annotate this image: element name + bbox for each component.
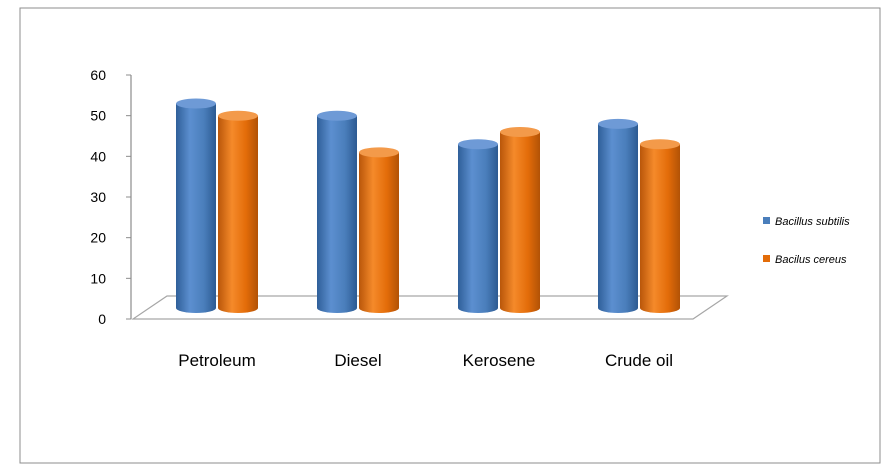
bar-top — [218, 110, 258, 121]
bar-top — [176, 98, 216, 109]
bar-3-0 — [598, 118, 638, 313]
chart-border — [19, 7, 881, 464]
legend-label-1: Bacilus cereus — [775, 254, 847, 266]
bar-body — [458, 144, 498, 313]
bar-body — [359, 152, 399, 313]
legend-swatch-0 — [763, 217, 770, 224]
bar-top — [640, 139, 680, 150]
y-tick-label: 0 — [98, 311, 106, 327]
y-tick-label: 40 — [90, 148, 106, 164]
bar-body — [500, 132, 540, 313]
bar-body — [640, 144, 680, 313]
bar-body — [176, 103, 216, 314]
bar-top — [458, 139, 498, 150]
bar-top — [598, 118, 638, 129]
y-tick-label: 10 — [90, 270, 106, 286]
bar-0-1 — [218, 110, 258, 313]
bar-2-0 — [458, 139, 498, 313]
legend-swatch-1 — [763, 255, 770, 262]
bar-body — [317, 115, 357, 313]
category-labels: Petroleum Diesel Kerosene Crude oil — [178, 351, 673, 370]
bar-1-0 — [317, 110, 357, 313]
legend: Bacillus subtilis Bacilus cereus — [763, 216, 850, 266]
bar-body — [598, 123, 638, 313]
bar-top — [359, 147, 399, 158]
y-axis-ticks: 0 10 20 30 40 50 60 — [90, 67, 131, 327]
bar-2-1 — [500, 127, 540, 313]
x-category-label: Petroleum — [178, 351, 255, 370]
x-category-label: Diesel — [334, 351, 381, 370]
bar-body — [218, 115, 258, 313]
x-category-label: Crude oil — [605, 351, 673, 370]
bar-3-1 — [640, 139, 680, 313]
bars-group — [176, 98, 680, 314]
y-tick-label: 50 — [90, 108, 106, 124]
bar-0-0 — [176, 98, 216, 314]
bar-1-1 — [359, 147, 399, 313]
legend-label-0: Bacillus subtilis — [775, 216, 850, 228]
x-category-label: Kerosene — [463, 351, 536, 370]
y-tick-label: 20 — [90, 230, 106, 246]
chart-floor — [131, 295, 729, 320]
y-tick-label: 30 — [90, 189, 106, 205]
y-tick-label: 60 — [90, 67, 106, 83]
bar-top — [317, 110, 357, 121]
bar-top — [500, 127, 540, 137]
